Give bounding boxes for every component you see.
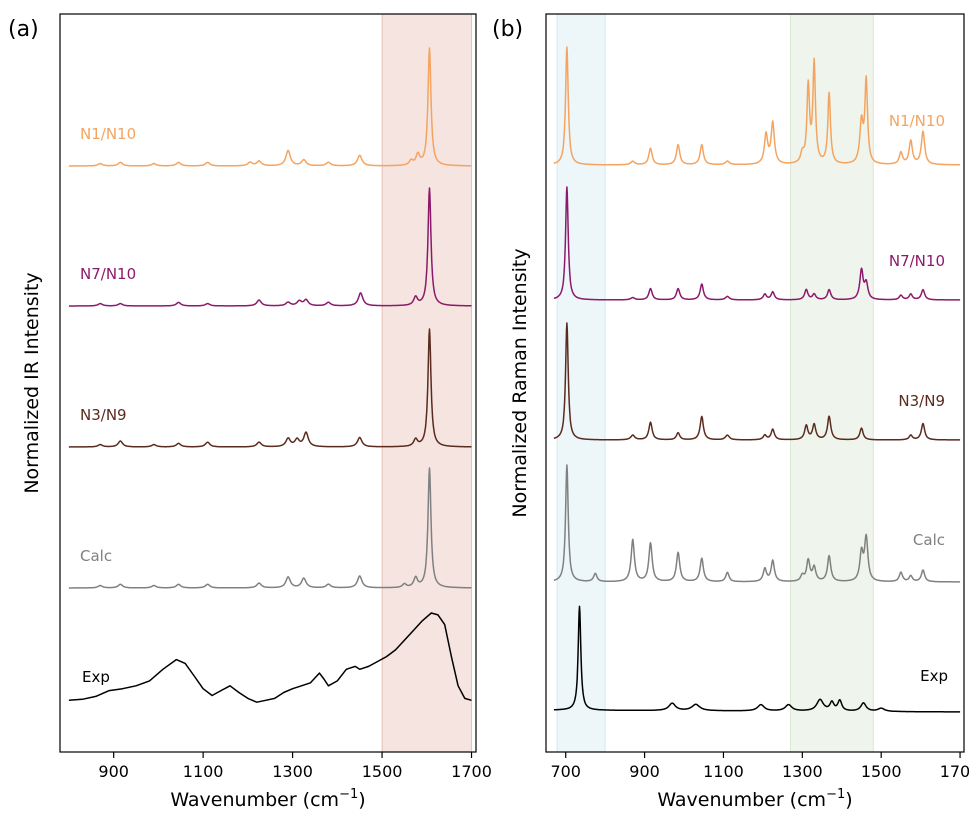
ir-panel: N1/N10 N7/N10 N3/N9 Calc Exp 900 1100 1300 1500 1… — [8, 13, 492, 811]
ir-series-exp-line — [68, 612, 472, 703]
ir-x-axis-label: Wavenumber (cm−1) — [170, 787, 365, 811]
raman-xtick-label-700: 700 — [550, 762, 581, 781]
raman-series-n1-n10-line — [553, 46, 961, 166]
ir-series-label-3: Calc — [80, 547, 112, 565]
raman-series-label-4: Exp — [920, 667, 948, 685]
raman-series-label-2: N3/N9 — [898, 392, 945, 410]
ir-axes-frame — [59, 13, 477, 753]
raman-series-n7-n10-line — [553, 186, 961, 301]
ir-series-n3-n9-line — [68, 328, 472, 448]
ir-series-calc-line — [68, 467, 472, 589]
ir-series-label-1: N7/N10 — [80, 265, 136, 283]
ir-series-n1-n10-line — [68, 47, 472, 167]
ir-series-n7-n10-line — [68, 187, 472, 307]
raman-series-label-3: Calc — [913, 531, 945, 549]
ir-series-label-0: N1/N10 — [80, 125, 136, 143]
raman-panel-label: (b) — [492, 17, 523, 42]
ir-series-label-2: N3/N9 — [80, 406, 127, 424]
raman-xtick-label-1500: 1500 — [861, 762, 902, 781]
raman-xtick-label-1300: 1300 — [782, 762, 823, 781]
ir-y-axis-label: Normalized IR Intensity — [21, 272, 43, 493]
ir-series-label-4: Exp — [82, 668, 110, 686]
raman-y-axis-label: Normalized Raman Intensity — [509, 248, 531, 517]
raman-series-label-0: N1/N10 — [889, 112, 945, 130]
raman-xtick-label-900: 900 — [629, 762, 660, 781]
raman-axes-frame — [545, 13, 965, 753]
raman-xtick-label-1700: 1700 — [940, 762, 969, 781]
raman-series-label-1: N7/N10 — [889, 252, 945, 270]
raman-series-calc-line — [553, 464, 961, 583]
raman-xtick-label-1100: 1100 — [703, 762, 744, 781]
ir-xtick-label-1100: 1100 — [183, 762, 224, 781]
ir-panel-label: (a) — [8, 17, 39, 42]
raman-series-exp-line — [553, 605, 961, 713]
ir-xtick-label-1700: 1700 — [451, 762, 492, 781]
ir-xtick-label-1300: 1300 — [272, 762, 313, 781]
raman-x-axis-label: Wavenumber (cm−1) — [657, 787, 852, 811]
ir-xtick-label-1500: 1500 — [362, 762, 403, 781]
raman-panel: N1/N10 N7/N10 N3/N9 Calc Exp 700 900 1100 1300 15… — [492, 13, 969, 811]
ir-xtick-label-900: 900 — [98, 762, 129, 781]
raman-series-n3-n9-line — [553, 322, 961, 441]
